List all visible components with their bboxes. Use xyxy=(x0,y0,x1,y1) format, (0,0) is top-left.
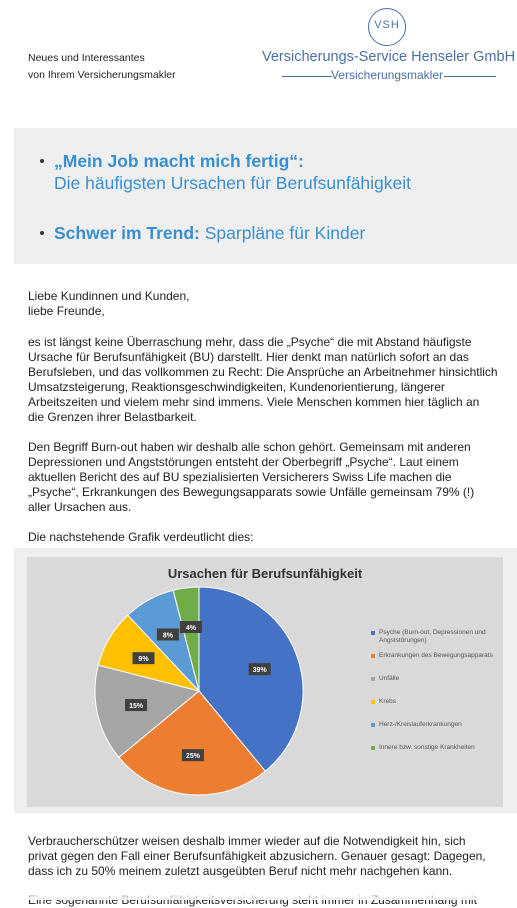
slice-label-text: 25% xyxy=(186,753,201,760)
topic-1-subline: Die häufigsten Ursachen für Berufsunfähi… xyxy=(54,173,412,193)
slice-label-text: 4% xyxy=(186,625,197,632)
slice-label-box xyxy=(179,621,202,634)
legend-label: Herz-/Kreislauferkrankungen xyxy=(379,721,462,728)
chart-legend: Psyche (Burn-out, Depressionen und Angst… xyxy=(371,629,501,767)
legend-swatch-icon xyxy=(371,746,375,750)
greeting: Liebe Kundinnen und Kunden, liebe Freund… xyxy=(28,289,490,319)
legend-swatch-icon xyxy=(371,700,375,704)
paragraph-4: Verbraucherschützer weisen deshalb immer… xyxy=(28,834,486,878)
slice-label: 15% xyxy=(125,699,148,712)
paragraph-3: Die nachstehende Grafik verdeutlicht die… xyxy=(28,530,254,544)
legend-label: Innere bzw. sonstige Krankheiten xyxy=(379,744,475,751)
pie-slice xyxy=(172,586,200,692)
pie-slice xyxy=(198,586,304,772)
legend-swatch-icon xyxy=(371,723,375,727)
pie-svg: 39% 25% 15% 9% 8% 4% xyxy=(94,586,304,796)
legend-swatch-icon xyxy=(371,631,375,635)
logo-initials: VSH xyxy=(374,19,400,31)
paragraph-2: Den Begriff Burn-out haben wir deshalb a… xyxy=(28,440,475,514)
tagline-line-1: Neues und Interessantes xyxy=(28,52,145,64)
legend-label: Psyche (Burn-out, Depressionen und Angst… xyxy=(379,629,486,644)
legend-item: Erkrankungen des Bewegungsapparats xyxy=(371,652,501,675)
legend-label: Erkrankungen des Bewegungsapparats xyxy=(379,652,493,659)
legend-item: Herz-/Kreislauferkrankungen xyxy=(371,721,501,744)
slice-label-box xyxy=(156,628,179,641)
legend-item: Psyche (Burn-out, Depressionen und Angst… xyxy=(371,629,501,652)
legend-swatch-icon xyxy=(371,654,375,658)
logo-circle-icon xyxy=(368,8,406,46)
legend-item: Krebs xyxy=(371,698,501,721)
topic-2-subline: Sparpläne für Kinder xyxy=(204,223,366,243)
legend-label: Unfälle xyxy=(379,675,400,682)
legend-swatch-icon xyxy=(371,677,375,681)
company-logo[interactable]: VSH Versicherungs-Service Henseler GmbH … xyxy=(262,6,516,84)
legend-item: Unfälle xyxy=(371,675,501,698)
logo-divider-left xyxy=(282,76,332,77)
slice-label: 8% xyxy=(156,628,179,641)
tagline-line-2: von Ihrem Versicherungsmakler xyxy=(28,69,176,81)
slice-label-box xyxy=(125,699,148,712)
slice-label-text: 8% xyxy=(163,632,174,639)
topic-item-2[interactable]: Schwer im Trend: Sparpläne für Kinder xyxy=(40,222,366,244)
slice-label-box xyxy=(181,749,204,762)
fade-overlay xyxy=(0,890,517,900)
legend-label: Krebs xyxy=(379,698,396,705)
topic-item-1[interactable]: „Mein Job macht mich fertig“: Die häufig… xyxy=(40,150,412,194)
slice-label-box xyxy=(132,652,155,665)
slice-label-text: 15% xyxy=(129,703,144,710)
company-name: Versicherungs-Service Henseler GmbH xyxy=(262,49,516,65)
newsletter-header: Neues und Interessantes von Ihrem Versic… xyxy=(0,0,517,115)
slice-label: 9% xyxy=(132,652,155,665)
slice-label: 39% xyxy=(248,663,271,676)
bullet-icon xyxy=(40,159,44,163)
slice-label-box xyxy=(248,663,271,676)
greeting-line-2: liebe Freunde, xyxy=(28,304,105,318)
topic-1-headline: „Mein Job macht mich fertig“: xyxy=(54,151,304,171)
logo-divider-right xyxy=(444,76,496,77)
chart-title: Ursachen für Berufsunfähigkeit xyxy=(167,566,363,581)
pie-slice xyxy=(118,690,266,796)
pie-slice xyxy=(94,664,201,758)
company-subtitle: Versicherungsmakler xyxy=(330,68,444,82)
newsletter-tagline: Neues und Interessantes von Ihrem Versic… xyxy=(28,50,176,84)
topic-2-headline: Schwer im Trend: xyxy=(54,223,200,243)
topics-box: „Mein Job macht mich fertig“: Die häufig… xyxy=(14,128,517,264)
bullet-icon xyxy=(40,231,44,235)
legend-item: Innere bzw. sonstige Krankheiten xyxy=(371,744,501,767)
slice-label-text: 39% xyxy=(253,667,268,674)
slice-label: 25% xyxy=(181,749,204,762)
slice-label: 4% xyxy=(179,621,202,634)
pie-chart: Ursachen für Berufsunfähigkeit 39% 25% 15%… xyxy=(27,557,503,807)
paragraph-1: es ist längst keine Überraschung mehr, d… xyxy=(28,335,498,424)
greeting-line-1: Liebe Kundinnen und Kunden, xyxy=(28,289,190,303)
slice-label-text: 9% xyxy=(138,656,149,663)
